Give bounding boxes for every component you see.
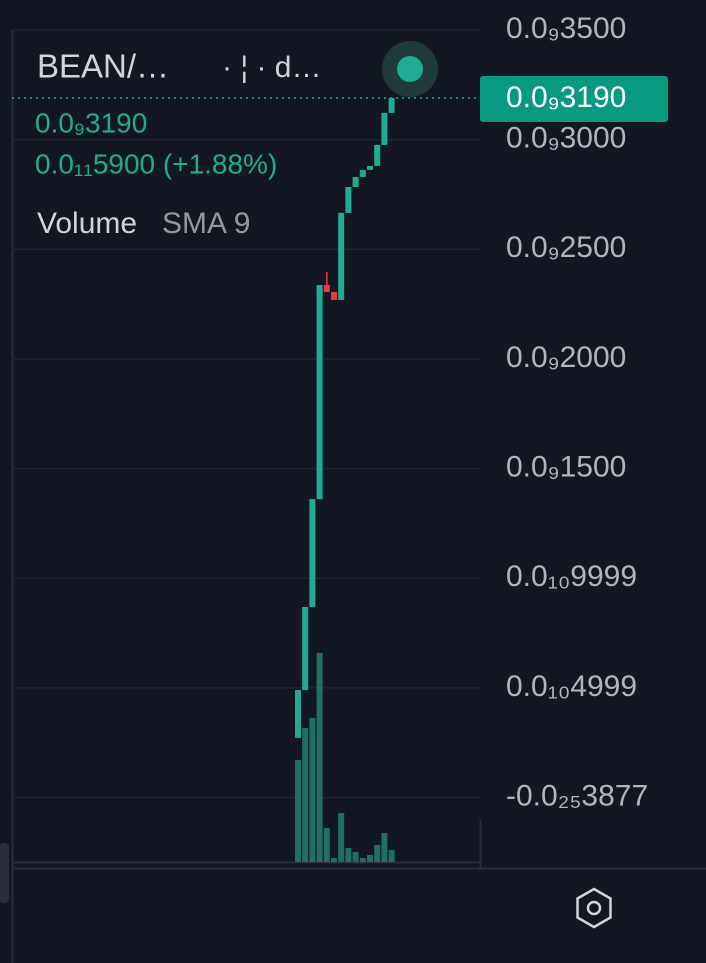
marks bbox=[295, 97, 395, 862]
candle-body bbox=[381, 112, 388, 145]
side-handle[interactable] bbox=[0, 843, 9, 903]
volume-bar bbox=[302, 728, 309, 862]
price-change: 0.0₁₁5900 (+1.88%) bbox=[35, 148, 277, 179]
candle-body bbox=[352, 176, 359, 188]
price-tag: 0.0₉3190 bbox=[12, 75, 668, 122]
volume-bar bbox=[359, 858, 366, 862]
volume-bar bbox=[295, 760, 301, 862]
y-tick-label: -0.0₂₅3877 bbox=[506, 779, 648, 812]
candle-body bbox=[302, 606, 309, 691]
settings-icon[interactable] bbox=[576, 887, 612, 929]
volume-bar bbox=[374, 845, 381, 862]
symbol[interactable]: BEAN/… bbox=[37, 48, 169, 85]
y-tick-label: 0.0₁₀4999 bbox=[506, 670, 637, 703]
status-dot bbox=[397, 56, 423, 82]
settings-circle bbox=[586, 900, 602, 916]
candle-body bbox=[359, 169, 366, 177]
candle-body bbox=[331, 292, 337, 300]
y-tick-label: 0.0₉1500 bbox=[506, 451, 626, 484]
candle-body bbox=[338, 212, 345, 300]
volume-bar bbox=[367, 855, 373, 862]
candle-body bbox=[295, 690, 301, 738]
volume-bar bbox=[352, 852, 359, 862]
price-tag-label: 0.0₉3190 bbox=[506, 81, 626, 114]
interval[interactable]: · ¦ · d… bbox=[222, 51, 321, 84]
grid bbox=[12, 29, 480, 799]
candle-body bbox=[345, 187, 352, 213]
volume-bar bbox=[331, 858, 337, 862]
volume-bar bbox=[316, 653, 323, 862]
volume-bar bbox=[388, 850, 395, 862]
candle-body bbox=[367, 165, 373, 170]
candle-body bbox=[388, 97, 395, 113]
volume-bar bbox=[338, 813, 345, 862]
y-tick-label: 0.0₉2000 bbox=[506, 341, 626, 374]
volume-bar bbox=[323, 828, 330, 862]
volume-bar bbox=[309, 718, 316, 862]
y-tick-label: 0.0₁₀9999 bbox=[506, 560, 637, 593]
volume-bar bbox=[381, 833, 388, 862]
volume-title: Volume bbox=[37, 207, 137, 240]
volume-indicator: SMA 9 bbox=[162, 207, 250, 240]
candle-body bbox=[374, 144, 381, 166]
y-tick-label: 0.0₉3500 bbox=[506, 12, 626, 45]
y-tick-label: 0.0₉3000 bbox=[506, 122, 626, 155]
candle-body bbox=[316, 285, 323, 500]
candle-body bbox=[309, 499, 316, 607]
settings-hexagon bbox=[576, 887, 612, 929]
volume-bar bbox=[345, 848, 352, 862]
price-tag-box bbox=[480, 75, 668, 122]
last-price: 0.0₉3190 bbox=[35, 107, 147, 138]
y-tick-label: 0.0₉2500 bbox=[506, 231, 626, 264]
candle-body bbox=[323, 285, 330, 293]
